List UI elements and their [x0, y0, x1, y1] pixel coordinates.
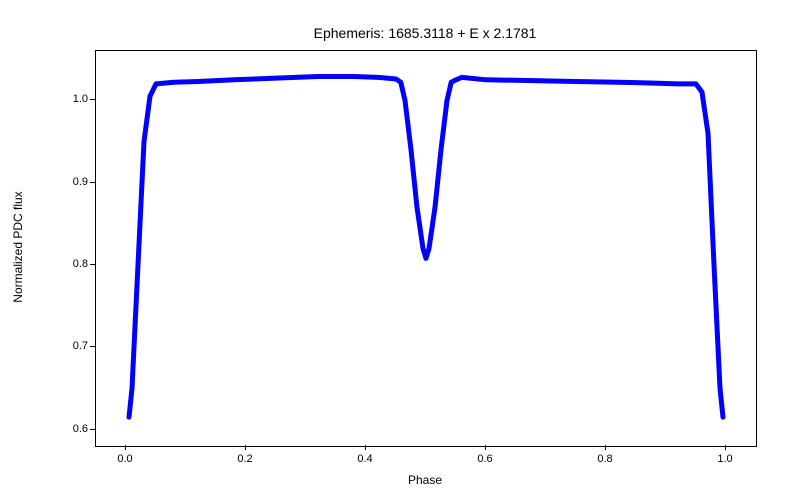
- y-axis-label: Normalized PDC flux: [11, 147, 25, 347]
- y-tick: [90, 346, 95, 347]
- plot-area: [95, 50, 757, 447]
- x-tick: [245, 445, 246, 450]
- y-tick: [90, 429, 95, 430]
- chart-title: Ephemeris: 1685.3118 + E x 2.1781: [95, 25, 755, 41]
- x-axis-label: Phase: [95, 473, 755, 487]
- y-tick: [90, 99, 95, 100]
- x-tick-label: 0.8: [597, 453, 612, 465]
- x-tick-label: 0.0: [117, 453, 132, 465]
- x-tick: [365, 445, 366, 450]
- y-tick-label: 1.0: [60, 93, 88, 105]
- y-tick: [90, 264, 95, 265]
- x-tick-label: 1.0: [717, 453, 732, 465]
- x-tick-label: 0.2: [237, 453, 252, 465]
- y-tick-label: 0.7: [60, 340, 88, 352]
- y-tick-label: 0.9: [60, 176, 88, 188]
- y-tick: [90, 182, 95, 183]
- x-tick: [485, 445, 486, 450]
- light-curve: [96, 51, 756, 446]
- y-tick-label: 0.8: [60, 258, 88, 270]
- y-tick-label: 0.6: [60, 423, 88, 435]
- x-tick-label: 0.6: [477, 453, 492, 465]
- x-tick: [605, 445, 606, 450]
- x-tick: [125, 445, 126, 450]
- x-tick: [725, 445, 726, 450]
- x-tick-label: 0.4: [357, 453, 372, 465]
- figure: Ephemeris: 1685.3118 + E x 2.1781 Normal…: [0, 0, 800, 500]
